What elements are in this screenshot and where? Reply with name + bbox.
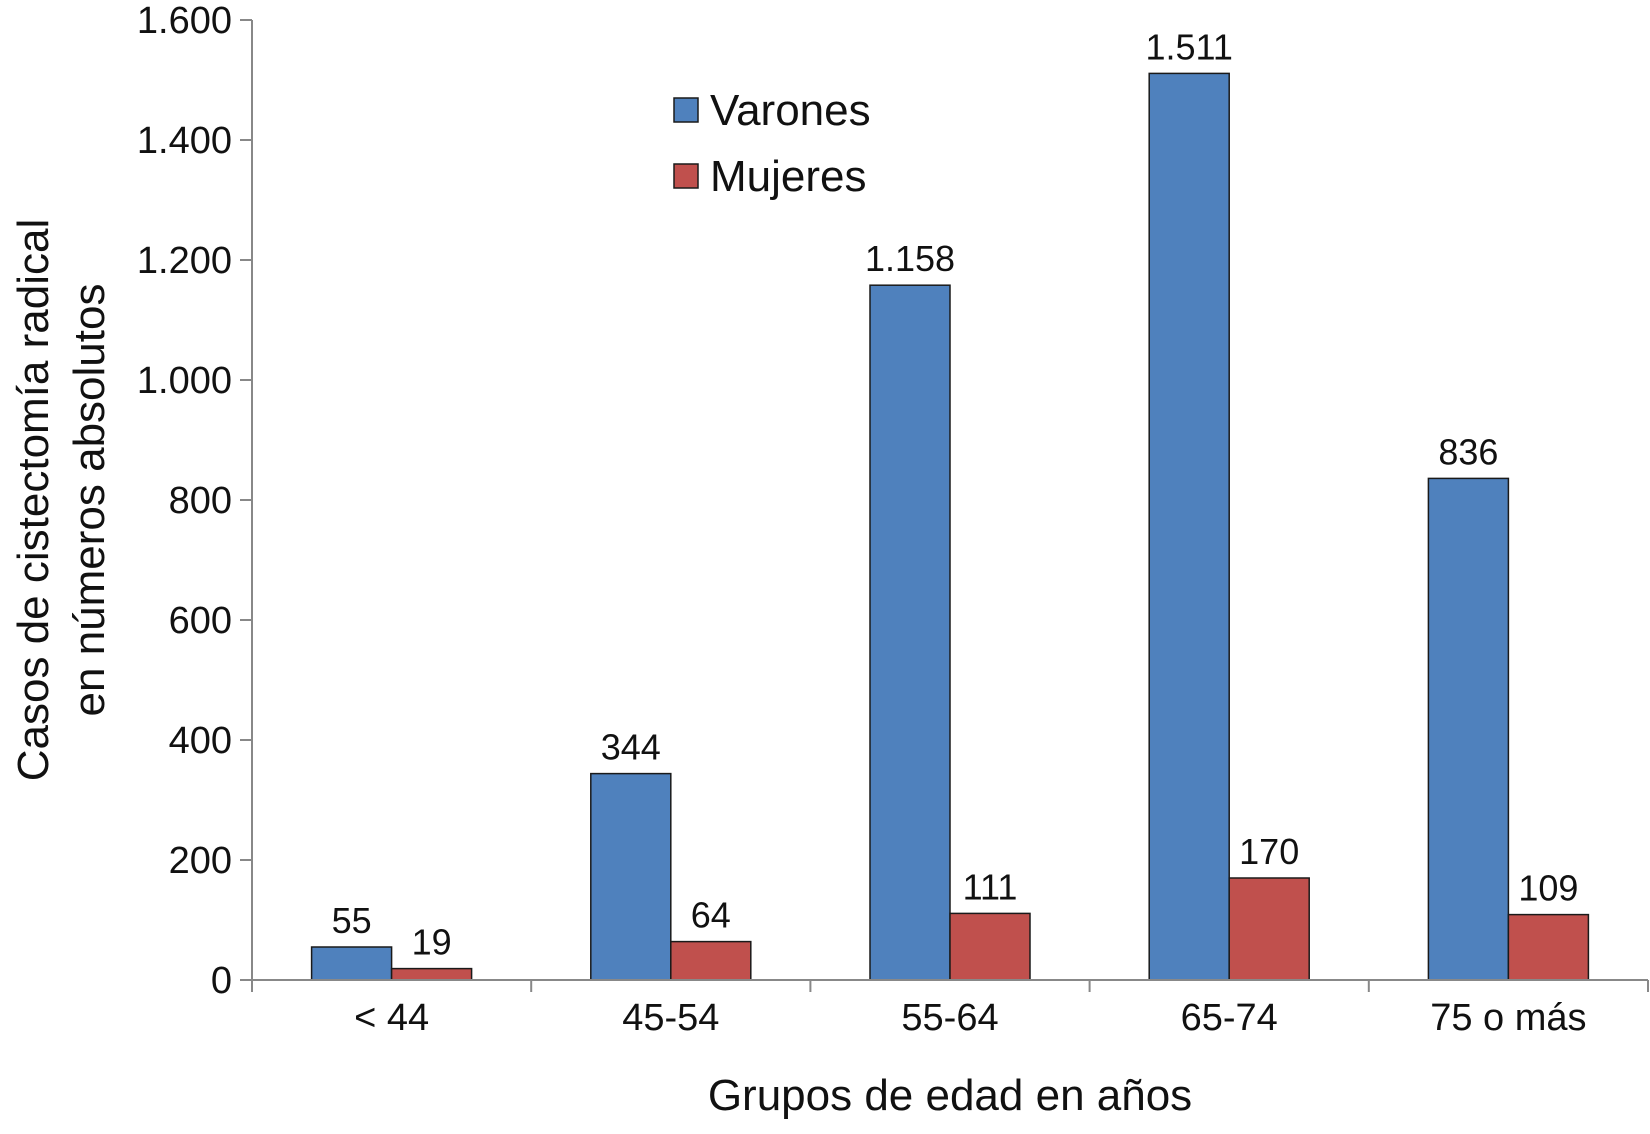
data-label-varones: 55 xyxy=(332,900,372,941)
bar-varones xyxy=(1427,477,1510,981)
legend: Varones Mujeres xyxy=(673,86,871,201)
y-tick-label: 600 xyxy=(169,600,232,642)
y-tick-label: 200 xyxy=(169,840,232,882)
legend-swatch-mujeres xyxy=(673,163,699,189)
data-label-varones: 836 xyxy=(1438,431,1498,472)
legend-label-mujeres: Mujeres xyxy=(710,152,867,201)
x-axis-title: Grupos de edad en años xyxy=(708,1071,1192,1120)
bar-varones xyxy=(869,284,951,981)
bar-varones xyxy=(590,772,672,981)
y-axis-title-line: en números absolutos xyxy=(65,284,114,717)
data-label-varones: 1.158 xyxy=(865,238,955,279)
bar-mujeres xyxy=(390,967,473,981)
legend-label-varones: Varones xyxy=(710,86,871,135)
x-category-label: 45-54 xyxy=(622,997,719,1039)
bar-mujeres xyxy=(670,940,752,981)
data-label-varones: 344 xyxy=(601,727,661,768)
bar-varones xyxy=(1148,72,1230,981)
data-label-mujeres: 109 xyxy=(1518,868,1578,909)
x-category-label: 75 o más xyxy=(1430,997,1586,1039)
y-tick-label: 1.600 xyxy=(137,0,232,42)
bar-mujeres xyxy=(1507,913,1590,981)
y-tick-label: 800 xyxy=(169,480,232,522)
x-category-label: 65-74 xyxy=(1181,997,1278,1039)
bar-mujeres xyxy=(949,912,1031,981)
data-label-mujeres: 64 xyxy=(691,895,731,936)
data-label-mujeres: 170 xyxy=(1239,831,1299,872)
legend-swatch-varones xyxy=(673,97,699,123)
y-tick-label: 1.200 xyxy=(137,240,232,282)
y-axis-title-line: Casos de cistectomía radical xyxy=(9,219,58,781)
bar-mujeres xyxy=(1228,877,1310,981)
x-category-label: < 44 xyxy=(354,997,429,1039)
data-label-mujeres: 111 xyxy=(963,866,1018,907)
y-tick-label: 0 xyxy=(211,960,232,1002)
y-tick-label: 1.000 xyxy=(137,360,232,402)
x-category-label: 55-64 xyxy=(901,997,998,1039)
y-axis-title: Casos de cistectomía radical en números a… xyxy=(9,219,114,781)
bar-varones xyxy=(310,946,393,981)
y-tick-label: 400 xyxy=(169,720,232,762)
y-tick-label: 1.400 xyxy=(137,120,232,162)
data-label-varones: 1.511 xyxy=(1145,26,1232,67)
data-label-mujeres: 19 xyxy=(412,922,452,963)
